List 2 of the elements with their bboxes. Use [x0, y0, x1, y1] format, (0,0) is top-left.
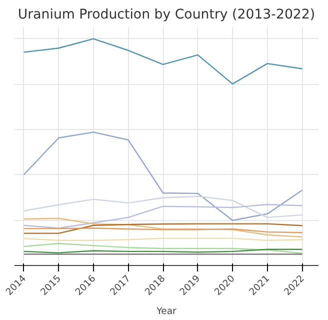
chart-title: Uranium Production by Country (2013-2022)	[18, 8, 316, 22]
x-axis-title: Year	[156, 306, 177, 318]
